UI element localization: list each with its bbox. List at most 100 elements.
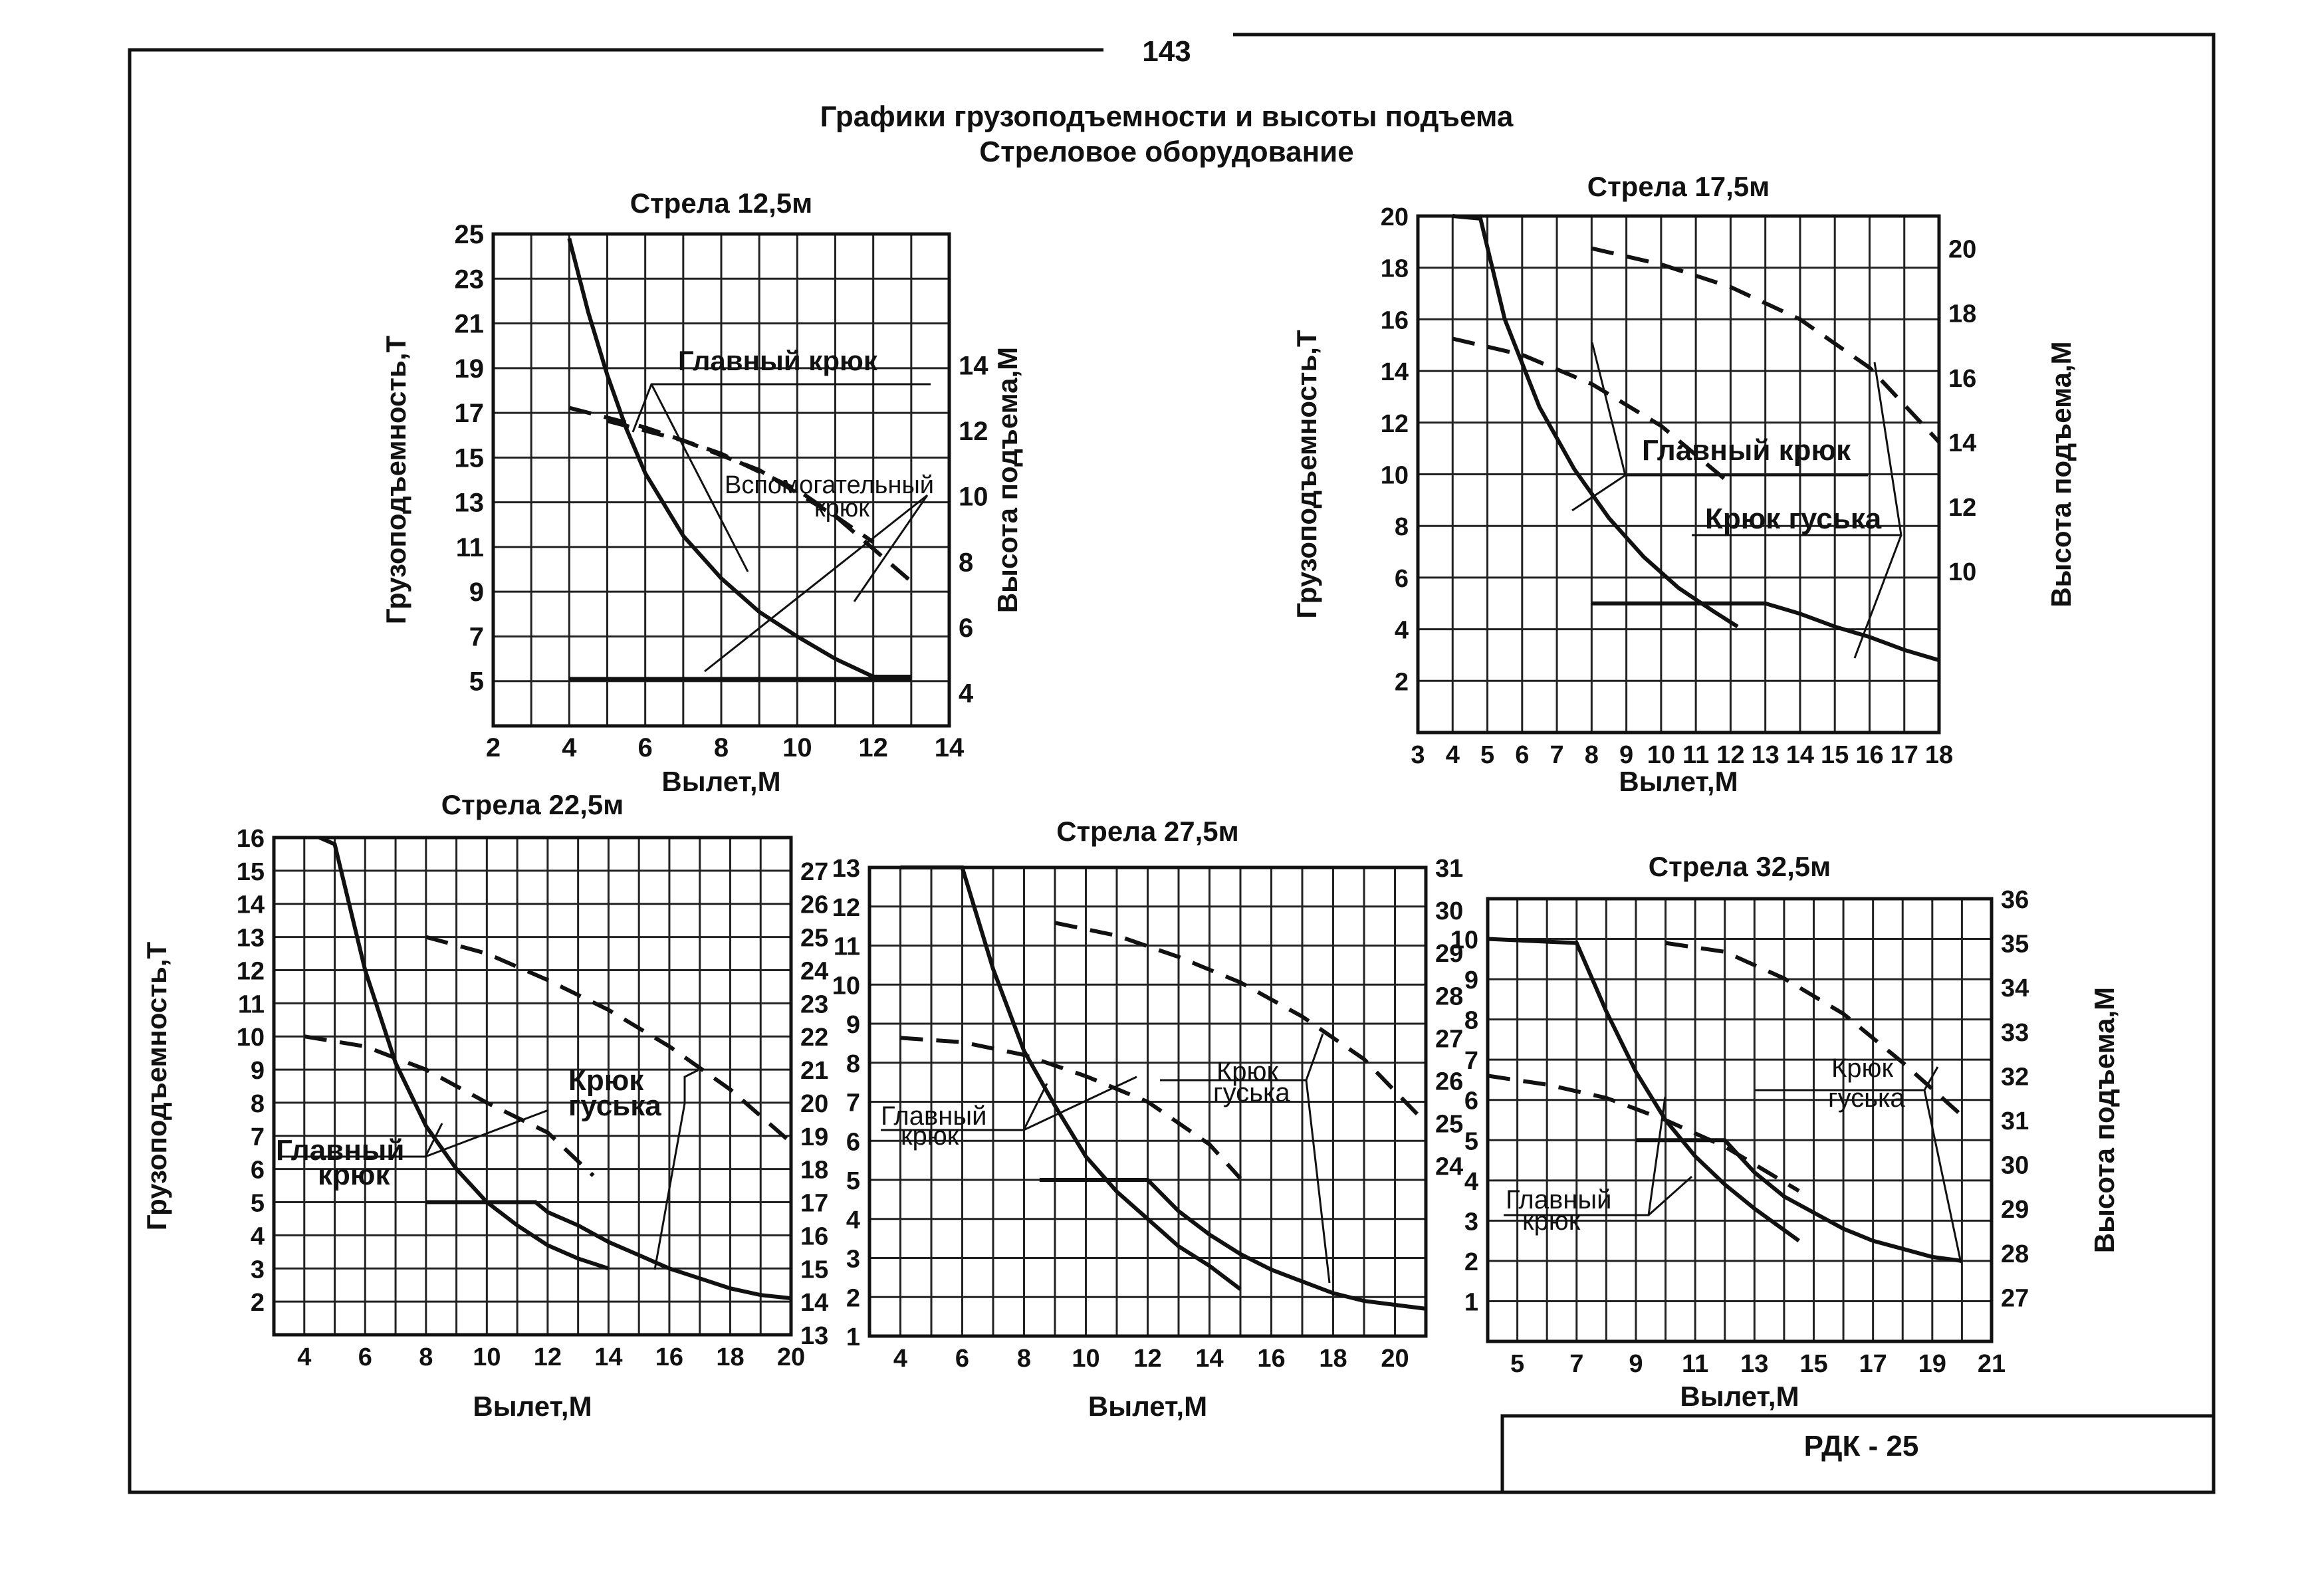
y-right-tick-label: 28 (1435, 982, 1463, 1010)
y-left-tick-label: 13 (832, 855, 860, 883)
y-right-tick-label: 26 (800, 891, 828, 919)
y-left-tick-label: 8 (251, 1090, 265, 1118)
y-left-tick-label: 11 (834, 933, 860, 961)
y-left-axis-label: Грузоподъемность,Т (380, 336, 411, 625)
y-right-tick-label: 10 (1948, 558, 1976, 586)
series-line-height-4 (1591, 246, 1941, 443)
c3-leader-jib (683, 1069, 699, 1103)
c4-leader-jib-2 (1305, 1080, 1331, 1284)
y-right-tick-label: 23 (800, 990, 828, 1018)
y-right-tick-label: 14 (800, 1289, 828, 1317)
chart-title: Стрела 27,5м (1056, 816, 1238, 847)
chart-4: Стрела 27,5м4 6 8 10 12 14 16 18 20Вылет,М123456… (832, 816, 1464, 1422)
c3-leader-main-2 (425, 1109, 549, 1158)
c4-main-hook-label-2: крюк (901, 1121, 959, 1151)
y-right-tick-label: 6 (959, 614, 973, 643)
y-left-tick-label: 14 (1381, 358, 1409, 386)
x-tick-label: 17 (1859, 1350, 1887, 1378)
series-line-height-4 (1665, 941, 1964, 1117)
series-line-height-4 (425, 935, 792, 1145)
x-tick-label: 16 (1257, 1345, 1285, 1373)
x-axis-label: Вылет,М (1088, 1391, 1207, 1422)
y-left-tick-label: 1 (1464, 1288, 1478, 1316)
y-left-tick-label: 12 (832, 894, 860, 922)
y-left-tick-label: 6 (251, 1157, 265, 1185)
y-left-tick-label: 12 (1381, 410, 1409, 438)
x-axis-label: Вылет,М (1680, 1381, 1799, 1412)
y-right-tick-label: 35 (2001, 931, 2029, 959)
y-right-tick-label: 13 (800, 1322, 828, 1350)
plot-border (1416, 214, 1941, 735)
x-tick-label: 7 (1569, 1350, 1583, 1378)
chart-grid (1486, 897, 1993, 1343)
y-left-tick-label: 17 (455, 399, 485, 428)
x-tick-label: 8 (1017, 1345, 1031, 1373)
y-left-tick-label: 15 (237, 858, 265, 886)
series-line-capacity-1 (567, 237, 911, 679)
c4-jib-hook-label-1: Крюк (1216, 1057, 1279, 1086)
y-left-tick-label: 2 (251, 1289, 265, 1317)
y-right-tick-label: 29 (1435, 940, 1463, 968)
y-left-tick-label: 7 (846, 1089, 860, 1117)
y-right-tick-label: 14 (959, 351, 988, 380)
y-right-tick-label: 27 (800, 858, 828, 886)
y-left-tick-label: 4 (1464, 1168, 1478, 1196)
x-tick-label: 19 (1918, 1350, 1946, 1378)
y-left-tick-label: 8 (1395, 513, 1409, 541)
x-tick-label: 20 (777, 1343, 805, 1371)
x-tick-label: 17 (1891, 741, 1918, 769)
series-line-capacity-2 (425, 1200, 792, 1301)
y-right-tick-label: 12 (1948, 494, 1976, 522)
plot-border (272, 836, 793, 1337)
x-tick-label: 4 (297, 1343, 311, 1371)
y-right-tick-label: 10 (959, 483, 988, 512)
y-right-tick-label: 12 (959, 417, 988, 446)
c3-jib-hook-label-2: гуська (568, 1089, 661, 1122)
y-left-tick-label: 3 (846, 1246, 860, 1274)
x-tick-label: 10 (1647, 741, 1675, 769)
y-right-tick-label: 25 (800, 925, 828, 953)
y-left-tick-label: 6 (846, 1128, 860, 1156)
c5-main-hook-label-1: Главный (1506, 1185, 1611, 1214)
y-left-tick-label: 5 (251, 1190, 265, 1218)
page-subtitle: Стреловое оборудование (979, 136, 1353, 168)
x-tick-label: 7 (1550, 741, 1563, 769)
y-right-tick-label: 17 (800, 1190, 828, 1218)
x-tick-label: 10 (782, 733, 812, 762)
x-tick-label: 12 (534, 1343, 562, 1371)
y-right-tick-label: 36 (2001, 886, 2029, 914)
x-tick-label: 2 (486, 733, 501, 762)
y-left-tick-label: 11 (238, 990, 265, 1018)
series-line-height-3 (900, 1036, 1242, 1180)
y-left-axis-label: Грузоподъемность,Т (1291, 330, 1322, 619)
y-left-tick-label: 9 (469, 578, 484, 607)
x-tick-label: 14 (1195, 1345, 1223, 1373)
series-line-height-3 (1452, 336, 1732, 486)
chart-grid (273, 836, 792, 1336)
plot-border (867, 865, 1428, 1338)
c1-leader-main (632, 383, 931, 433)
y-left-tick-label: 8 (1464, 1007, 1478, 1035)
y-left-tick-label: 1 (846, 1323, 860, 1351)
y-left-tick-label: 10 (832, 972, 860, 1000)
y-right-tick-label: 16 (1948, 365, 1976, 393)
chart-1: Стрела 12,5м 2 4 6 8 10 12 14 Вылет,М 5 7 9 11 13 15 17… (380, 187, 1023, 797)
y-left-tick-label: 4 (1395, 617, 1409, 645)
x-tick-label: 6 (955, 1345, 969, 1373)
annotations: Главный крюк Вспомогательный крюк Главны… (276, 345, 1905, 1236)
c1-aux-hook-label-2: крюк (814, 495, 869, 522)
series-line-capacity-2 (1635, 1138, 1962, 1263)
chart-title: Стрела 17,5м (1587, 171, 1770, 202)
y-left-tick-label: 21 (455, 310, 485, 339)
series-line-capacity-1 (900, 865, 1242, 1291)
c5-jib-hook-label-2: гуська (1828, 1083, 1905, 1113)
chart-2: Стрела 17,5м3 4 5 6 7 8 9 10 11 12 13 14 15 16 17 18Выл… (1291, 171, 2077, 797)
chart-title: Стрела 22,5м (441, 789, 624, 820)
leader-lines (279, 342, 1962, 1284)
y-right-tick-label: 15 (800, 1256, 828, 1284)
y-left-tick-label: 4 (846, 1206, 860, 1234)
y-right-axis-label: Высота подъема,М (2089, 987, 2120, 1253)
y-left-tick-label: 9 (846, 1011, 860, 1039)
x-tick-label: 9 (1629, 1350, 1643, 1378)
chart-5: Стрела 32,5м5 7 9 11 13 15 17 19 21Вылет,М123456… (1450, 851, 2120, 1412)
